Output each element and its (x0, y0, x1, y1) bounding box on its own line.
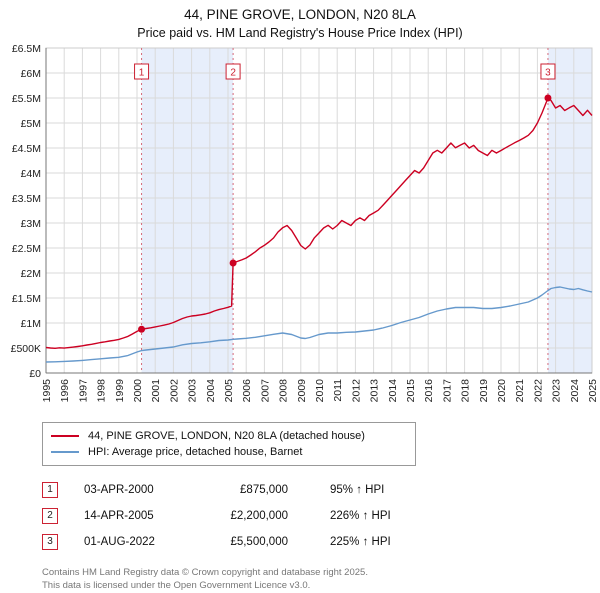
transaction-hpi-change: 226% ↑ HPI (330, 510, 391, 522)
svg-text:2023: 2023 (551, 379, 563, 403)
svg-text:2022: 2022 (532, 379, 544, 403)
svg-text:£1M: £1M (21, 318, 41, 330)
svg-text:£0: £0 (29, 368, 41, 380)
svg-text:£4.5M: £4.5M (12, 143, 41, 155)
legend-label-hpi: HPI: Average price, detached house, Barn… (88, 446, 303, 458)
svg-text:2004: 2004 (205, 379, 217, 403)
transaction-row: 1 03-APR-2000 £875,000 95% ↑ HPI (42, 482, 600, 498)
transaction-price: £5,500,000 (230, 536, 288, 548)
svg-text:£5M: £5M (21, 118, 41, 130)
svg-text:1996: 1996 (59, 379, 71, 403)
legend-label-property: 44, PINE GROVE, LONDON, N20 8LA (detache… (88, 430, 365, 442)
svg-text:£6M: £6M (21, 68, 41, 80)
svg-text:£500K: £500K (11, 343, 41, 355)
legend: 44, PINE GROVE, LONDON, N20 8LA (detache… (42, 422, 416, 466)
svg-text:2015: 2015 (405, 379, 417, 403)
transaction-hpi-change: 95% ↑ HPI (330, 484, 385, 496)
svg-text:2025: 2025 (587, 379, 599, 403)
svg-text:2013: 2013 (369, 379, 381, 403)
svg-text:2007: 2007 (259, 379, 271, 403)
price-chart: £0 £500K £1M £1.5M £2M £2.5M £3M £3.5M £4M £4.5M £… (11, 43, 599, 403)
svg-text:1998: 1998 (96, 379, 108, 403)
svg-text:£3M: £3M (21, 218, 41, 230)
svg-text:1995: 1995 (41, 379, 53, 403)
legend-item-property: 44, PINE GROVE, LONDON, N20 8LA (detache… (51, 428, 407, 444)
svg-text:2: 2 (230, 68, 236, 79)
svg-text:2020: 2020 (496, 379, 508, 403)
transaction-date: 03-APR-2000 (84, 484, 154, 496)
hpi-line-swatch (51, 451, 79, 453)
svg-text:1: 1 (139, 68, 145, 79)
svg-text:2006: 2006 (241, 379, 253, 403)
footer-line1: Contains HM Land Registry data © Crown c… (42, 567, 368, 578)
svg-text:2002: 2002 (168, 379, 180, 403)
footer-line2: This data is licensed under the Open Gov… (42, 580, 311, 592)
svg-text:2021: 2021 (514, 379, 526, 403)
transaction-price: £2,200,000 (230, 510, 288, 522)
svg-text:2003: 2003 (187, 379, 199, 403)
legend-item-hpi: HPI: Average price, detached house, Barn… (51, 444, 407, 460)
svg-text:2017: 2017 (441, 379, 453, 403)
svg-text:2018: 2018 (460, 379, 472, 403)
svg-text:£3.5M: £3.5M (12, 193, 41, 205)
transaction-date: 14-APR-2005 (84, 510, 154, 522)
license-footer: Contains HM Land Registry data © Crown c… (42, 566, 600, 593)
svg-text:2019: 2019 (478, 379, 490, 403)
svg-text:2016: 2016 (423, 379, 435, 403)
transaction-row: 3 01-AUG-2022 £5,500,000 225% ↑ HPI (42, 534, 600, 550)
chart-titles: 44, PINE GROVE, LONDON, N20 8LA Price pa… (0, 0, 600, 40)
property-line-swatch (51, 435, 79, 437)
svg-text:2012: 2012 (350, 379, 362, 403)
svg-text:2005: 2005 (223, 379, 235, 403)
transaction-date: 01-AUG-2022 (84, 536, 155, 548)
transaction-number-badge: 2 (42, 508, 58, 524)
svg-text:2009: 2009 (296, 379, 308, 403)
transaction-row: 2 14-APR-2005 £2,200,000 226% ↑ HPI (42, 508, 600, 524)
svg-text:2010: 2010 (314, 379, 326, 403)
transaction-number-badge: 3 (42, 534, 58, 550)
svg-text:2024: 2024 (569, 379, 581, 403)
svg-text:2000: 2000 (132, 379, 144, 403)
svg-text:2014: 2014 (387, 379, 399, 403)
transaction-price: £875,000 (240, 484, 288, 496)
svg-text:£2M: £2M (21, 268, 41, 280)
svg-text:2008: 2008 (278, 379, 290, 403)
svg-text:2011: 2011 (332, 379, 344, 402)
page-title: 44, PINE GROVE, LONDON, N20 8LA (184, 7, 416, 22)
svg-text:2001: 2001 (150, 379, 162, 403)
transaction-number-badge: 1 (42, 482, 58, 498)
page-subtitle: Price paid vs. HM Land Registry's House … (137, 26, 463, 40)
transaction-hpi-change: 225% ↑ HPI (330, 536, 391, 548)
svg-text:£1.5M: £1.5M (12, 293, 41, 305)
svg-text:£6.5M: £6.5M (12, 43, 41, 55)
svg-text:£5.5M: £5.5M (12, 93, 41, 105)
svg-text:3: 3 (545, 68, 551, 79)
svg-text:1997: 1997 (77, 379, 89, 403)
svg-text:£2.5M: £2.5M (12, 243, 41, 255)
svg-text:£4M: £4M (21, 168, 41, 180)
transactions-table: 1 03-APR-2000 £875,000 95% ↑ HPI 2 14-AP… (42, 482, 600, 550)
svg-text:1999: 1999 (114, 379, 126, 403)
